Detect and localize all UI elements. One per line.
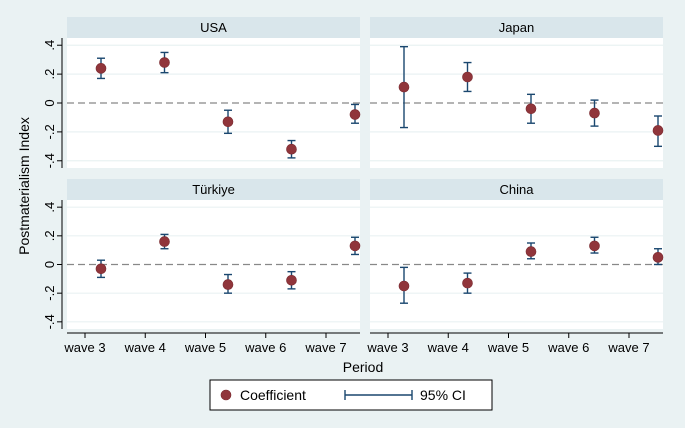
y-tick-label: -.2 (42, 286, 57, 301)
coefficient-marker (589, 107, 600, 119)
y-tick-label: -.4 (42, 153, 57, 168)
coefficient-marker (222, 279, 234, 290)
coefficient-marker (652, 125, 664, 136)
coefficient-marker (222, 116, 234, 128)
x-tick-label: wave 4 (124, 340, 166, 355)
panel-title: China (500, 182, 535, 197)
panel-japan: Japan (370, 17, 664, 168)
coefficient-marker (95, 63, 107, 74)
data-point-wave-4 (462, 61, 473, 93)
data-point-wave-5 (525, 242, 537, 260)
y-tick-label: .4 (42, 202, 57, 213)
panel-usa: USA (67, 17, 361, 168)
legend-coefficient-label: Coefficient (240, 387, 306, 403)
coefficient-marker (525, 103, 537, 115)
data-point-wave-3 (95, 259, 107, 279)
coefficient-marker (95, 263, 107, 275)
coefficient-marker (159, 236, 170, 247)
coefficient-marker (462, 71, 473, 83)
panel-title: USA (200, 20, 227, 35)
coefficient-marker (525, 246, 537, 257)
y-tick-label: -.2 (42, 124, 57, 139)
data-point-wave-6 (286, 139, 297, 159)
y-tick-label: .2 (42, 69, 57, 80)
panel-türkiye: Türkiye (67, 179, 361, 329)
coefficient-marker (349, 109, 361, 120)
coefficient-marker (589, 240, 600, 252)
x-tick-label: wave 5 (184, 340, 226, 355)
x-tick-label: wave 3 (63, 340, 105, 355)
panel-strip (67, 17, 360, 38)
x-tick-label: wave 3 (366, 340, 408, 355)
coefficient-marker (462, 277, 473, 289)
panel-strip (370, 17, 663, 38)
data-point-wave-5 (222, 273, 234, 294)
data-point-wave-4 (159, 233, 170, 250)
panel-title: Türkiye (192, 182, 235, 197)
data-point-wave-7 (349, 236, 361, 256)
data-point-wave-6 (589, 99, 600, 127)
x-tick-label: wave 7 (304, 340, 346, 355)
data-point-wave-5 (525, 93, 537, 124)
data-point-wave-4 (159, 51, 170, 74)
data-point-wave-3 (95, 57, 107, 80)
data-point-wave-7 (652, 115, 664, 148)
coefficient-marker (652, 252, 664, 263)
x-axis-title: Period (343, 359, 383, 375)
panel-china: China (370, 179, 664, 329)
data-point-wave-6 (286, 270, 297, 290)
coefficient-marker (159, 57, 170, 68)
y-tick-label: .2 (42, 230, 57, 241)
panels: USA Japan Türkiye China (67, 17, 664, 329)
legend: Coefficient 95% CI (209, 379, 493, 411)
data-point-wave-7 (652, 248, 664, 266)
y-tick-label: 0 (42, 99, 57, 106)
coefficient-marker (398, 280, 410, 292)
coefficient-marker (398, 81, 410, 93)
x-tick-label: wave 6 (547, 340, 589, 355)
x-tick-label: wave 4 (427, 340, 469, 355)
panel-title: Japan (499, 20, 534, 35)
panel-strip (67, 179, 360, 200)
y-tick-label: 0 (42, 261, 57, 268)
coefficient-marker (286, 274, 297, 286)
data-point-wave-5 (222, 109, 234, 135)
y-axis-title: Postmaterialism Index (16, 117, 32, 255)
x-tick-label: wave 5 (487, 340, 529, 355)
data-point-wave-7 (349, 103, 361, 124)
data-point-wave-3 (398, 266, 410, 304)
y-tick-label: .4 (42, 40, 57, 51)
coefficient-marker (349, 240, 361, 252)
data-point-wave-3 (398, 45, 410, 129)
legend-ci-label: 95% CI (420, 387, 466, 403)
y-tick-label: -.4 (42, 314, 57, 329)
coefficient-marker (286, 143, 297, 155)
x-tick-label: wave 6 (244, 340, 286, 355)
legend-coefficient-marker (220, 389, 232, 401)
data-point-wave-4 (462, 272, 473, 294)
axes: .4 .2 0 -.2 -.4 .4 .2 0 -.2 -.4 wave 3 wave 4 wave 5… (42, 38, 663, 355)
data-point-wave-6 (589, 236, 600, 254)
panel-strip (370, 179, 663, 200)
x-tick-label: wave 7 (607, 340, 649, 355)
